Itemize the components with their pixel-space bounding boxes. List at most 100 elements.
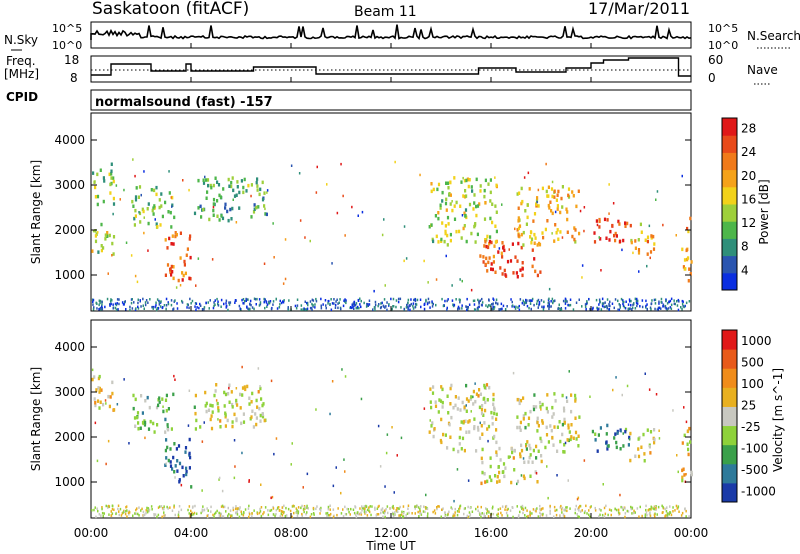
data-cell — [93, 375, 96, 379]
data-cell — [598, 508, 601, 511]
data-cell — [188, 389, 191, 392]
data-cell — [622, 302, 624, 306]
data-cell — [100, 514, 102, 517]
data-cell — [650, 508, 652, 511]
data-cell — [375, 514, 378, 517]
data-cell — [654, 515, 656, 518]
data-cell — [105, 402, 107, 405]
data-cell — [511, 304, 514, 307]
data-cell — [385, 451, 388, 455]
data-cell — [675, 234, 677, 237]
data-cell — [446, 446, 449, 450]
data-cell — [184, 271, 187, 276]
data-cell — [492, 392, 495, 397]
data-cell — [157, 513, 160, 517]
data-cell — [622, 238, 625, 243]
data-cell — [235, 511, 237, 514]
data-cell — [306, 307, 309, 310]
data-cell — [233, 476, 236, 480]
data-cell — [516, 275, 519, 279]
data-cell — [118, 513, 120, 517]
data-cell — [236, 510, 238, 513]
data-cell — [497, 302, 499, 305]
data-cell — [654, 505, 656, 509]
data-cell — [255, 416, 258, 420]
data-cell — [101, 305, 103, 308]
data-cell — [674, 509, 676, 512]
data-cell — [493, 244, 496, 248]
data-cell — [533, 212, 537, 216]
data-cell — [102, 176, 105, 180]
data-cell — [536, 416, 539, 421]
data-cell — [520, 186, 523, 191]
colorbar-swatch — [722, 238, 737, 257]
data-cell — [537, 204, 540, 208]
data-cell — [522, 417, 525, 421]
data-cell — [413, 298, 415, 302]
data-cell — [134, 214, 137, 218]
data-cell — [583, 229, 585, 233]
data-cell — [486, 479, 489, 484]
data-cell — [518, 514, 520, 517]
data-cell — [681, 307, 683, 311]
data-cell — [537, 449, 540, 453]
data-cell — [489, 464, 492, 469]
data-cell — [407, 298, 410, 302]
colorbar-frame — [721, 117, 738, 291]
data-cell — [452, 513, 455, 516]
data-cell — [484, 262, 487, 267]
data-cell — [236, 403, 239, 407]
data-cell — [216, 214, 219, 218]
data-cell — [121, 301, 124, 304]
data-cell — [489, 304, 491, 307]
data-cell — [441, 508, 443, 511]
data-cell — [248, 308, 250, 311]
data-cell — [649, 514, 652, 517]
data-cell — [690, 260, 693, 264]
data-cell — [344, 234, 346, 237]
data-cell — [409, 308, 411, 312]
data-cell — [111, 512, 114, 515]
data-cell — [216, 180, 219, 184]
data-cell — [162, 507, 165, 511]
data-cell — [227, 392, 230, 396]
data-cell — [355, 515, 358, 519]
data-cell — [510, 298, 512, 301]
data-cell — [419, 298, 422, 301]
colorbar-tick-label: 500 — [741, 356, 764, 370]
data-cell — [102, 514, 104, 518]
data-cell — [622, 432, 624, 435]
data-cell — [438, 505, 440, 508]
data-cell — [145, 509, 147, 512]
data-cell — [425, 300, 427, 303]
data-cell — [606, 307, 608, 310]
data-cell — [435, 303, 437, 307]
data-cell — [228, 400, 231, 404]
data-cell — [541, 421, 544, 425]
data-cell — [315, 299, 318, 303]
data-cell — [501, 307, 503, 311]
data-cell — [584, 303, 587, 306]
time-tick-label: 00:00 — [74, 526, 109, 540]
data-cell — [136, 411, 140, 415]
data-cell — [683, 258, 687, 262]
data-cell — [537, 424, 540, 428]
data-cell — [92, 171, 95, 175]
data-cell — [450, 506, 452, 509]
data-cell — [492, 260, 495, 264]
data-cell — [497, 515, 499, 518]
data-cell — [631, 241, 633, 244]
data-cell — [218, 514, 221, 517]
data-cell — [137, 421, 140, 425]
data-cell — [352, 303, 355, 306]
data-cell — [336, 211, 339, 215]
data-cell — [242, 185, 245, 190]
data-cell — [227, 177, 230, 182]
data-cell — [422, 510, 425, 513]
data-cell — [147, 202, 150, 206]
data-cell — [575, 504, 577, 508]
data-cell — [200, 511, 202, 515]
data-cell — [577, 434, 580, 438]
data-cell — [420, 513, 423, 516]
data-cell — [521, 504, 524, 508]
